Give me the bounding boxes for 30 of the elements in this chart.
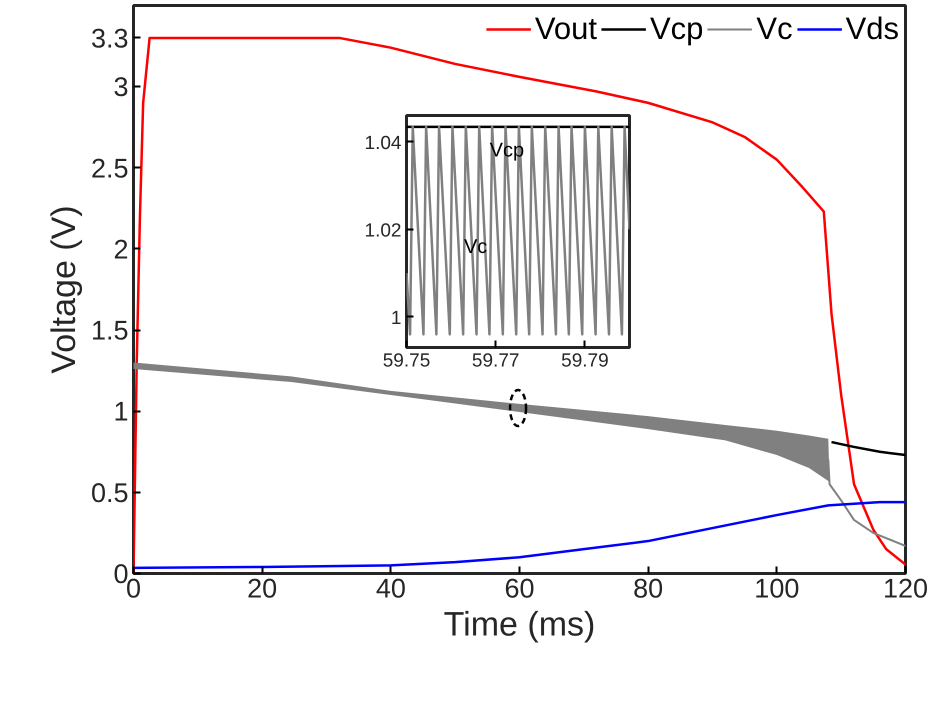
y-tick-label: 3 [113,72,129,102]
annotation: Vcp [490,140,524,162]
line-series [134,500,906,570]
legend-label: Vds [846,11,899,47]
x-tick-label: 59.75 [382,350,430,372]
x-tick-label: 40 [376,574,406,604]
annotation: Vc [464,236,488,258]
y-tick-label: 1 [390,308,402,329]
y-tick-label: 0.5 [90,478,129,508]
y-tick-label: 2.5 [90,153,129,184]
line-series [830,440,906,456]
legend-label: Vcp [650,11,704,47]
x-tick-label: 120 [882,574,928,604]
x-tick-label: 59.79 [561,350,609,372]
y-tick-label: 1.5 [90,316,129,346]
y-tick-label: 1.04 [364,132,402,154]
y-tick-label: 1.02 [364,220,402,242]
legend-label: Vc [756,11,793,47]
x-tick-label: 59.77 [472,350,520,372]
y-tick-label: 2 [113,234,129,264]
x-tick-label: 100 [754,574,800,604]
legend-label: Vout [534,11,597,47]
x-tick-label: 80 [633,574,664,604]
x-tick-label: 60 [504,574,535,604]
y-tick-label: 3.3 [90,23,129,54]
y-tick-label: 1 [113,396,129,427]
x-tick-label: 20 [247,574,278,604]
line-series [406,126,630,336]
x-axis-title: Time (ms) [444,606,596,644]
y-axis-title: Voltage (V) [44,205,83,374]
